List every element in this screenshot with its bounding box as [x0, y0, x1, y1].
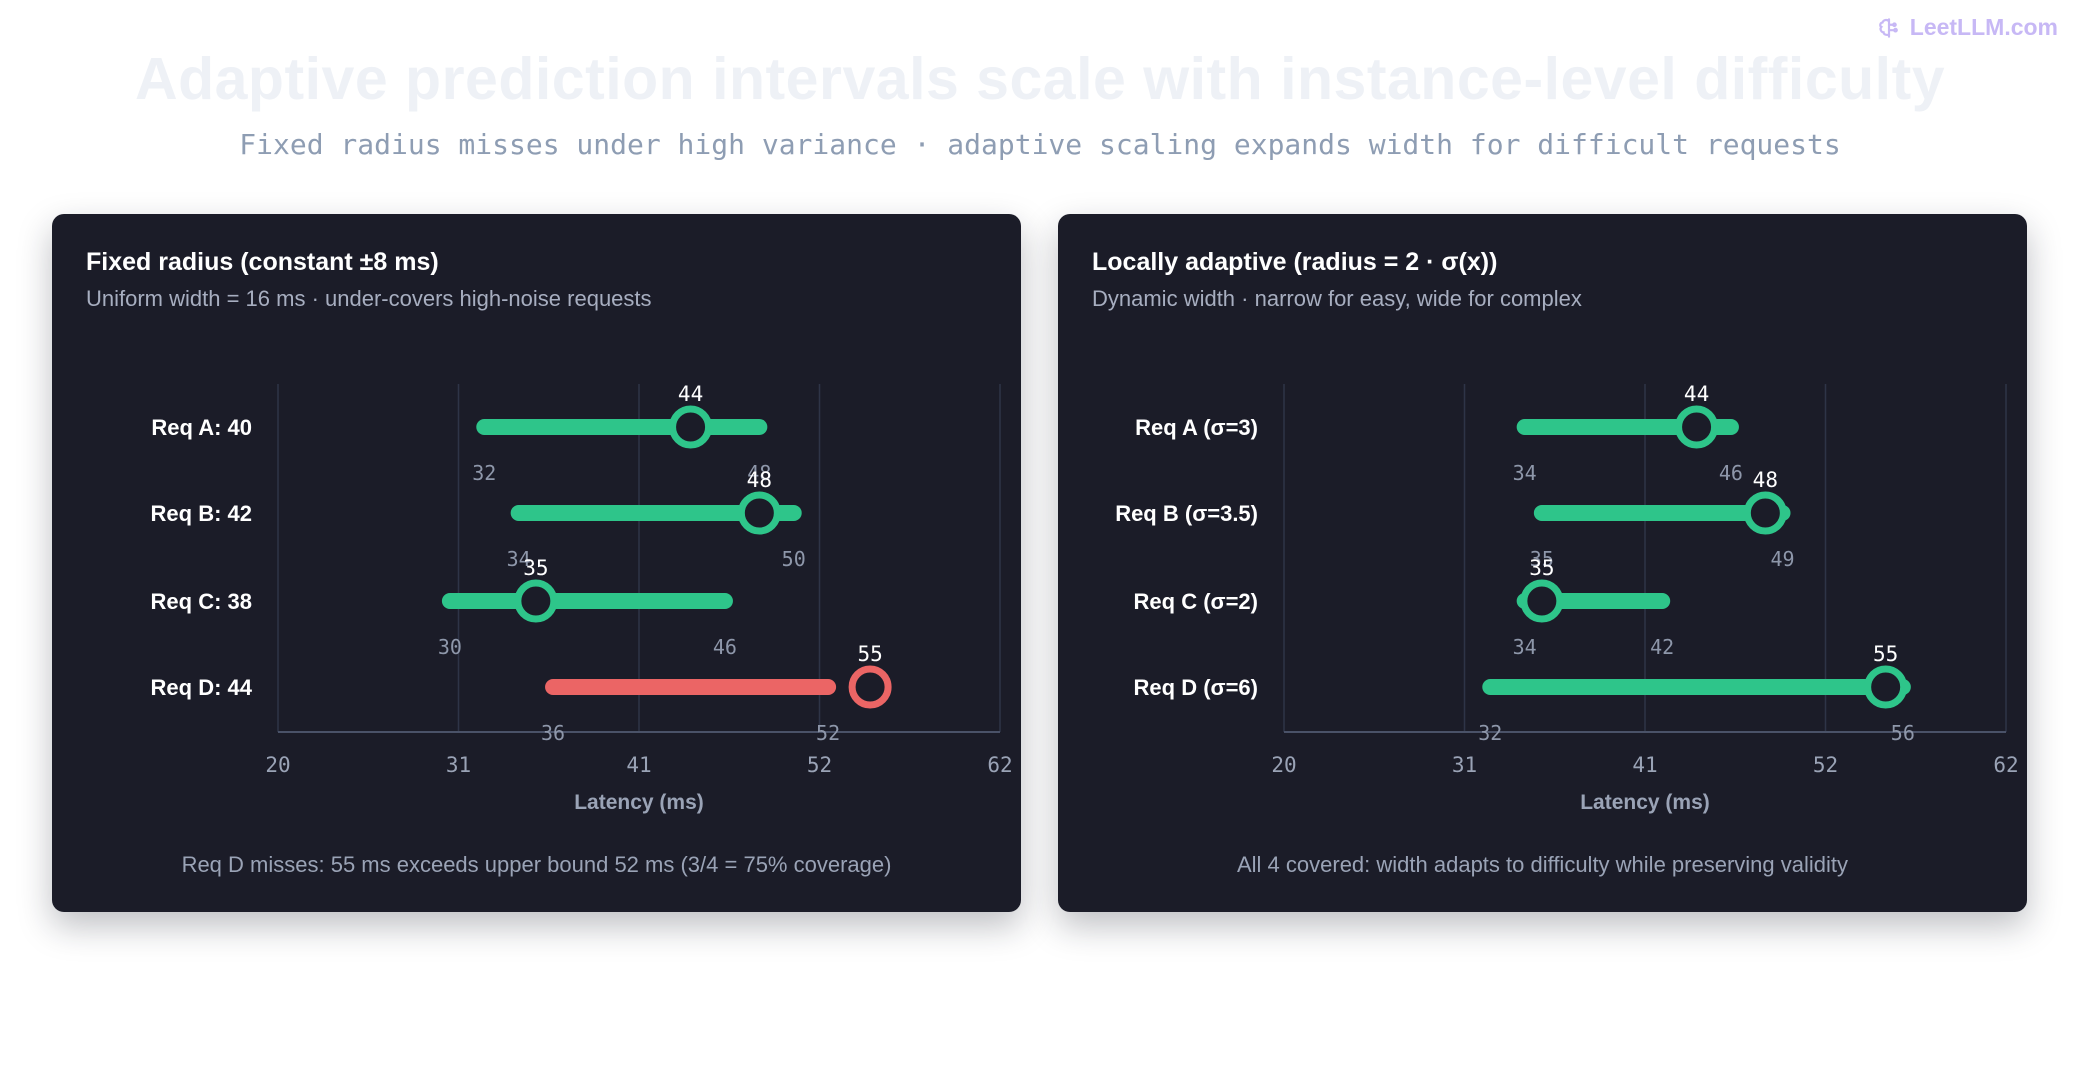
- x-tick-label: 31: [446, 753, 471, 777]
- actual-value-point: [1743, 491, 1787, 535]
- panel-footer: Req D misses: 55 ms exceeds upper bound …: [181, 852, 892, 877]
- interval-chart: 20 31 41 52 62 Latency (ms) Req A: 40 32 48 44 Req…: [151, 382, 1013, 814]
- actual-value-point: [1864, 665, 1908, 709]
- brain-icon: [1878, 17, 1898, 38]
- upper-bound-label: 48: [747, 461, 771, 485]
- actual-value-label: 55: [857, 642, 882, 666]
- lower-bound-label: 36: [541, 721, 565, 745]
- x-axis-label: Latency (ms): [1580, 791, 1710, 814]
- actual-value-point: [669, 405, 713, 449]
- lower-bound-label: 30: [438, 635, 462, 659]
- x-tick-label: 31: [1452, 753, 1477, 777]
- lower-bound-label: 32: [1478, 721, 1502, 745]
- upper-bound-label: 49: [1770, 547, 1794, 571]
- x-tick-label: 62: [1993, 753, 2018, 777]
- upper-bound-label: 50: [782, 547, 806, 571]
- x-tick-label: 62: [987, 753, 1012, 777]
- actual-value-label: 48: [747, 468, 772, 492]
- actual-value-label: 55: [1873, 642, 1898, 666]
- x-tick-label: 20: [265, 753, 290, 777]
- actual-value-point: [848, 665, 892, 709]
- lower-bound-label: 34: [507, 547, 531, 571]
- row-label: Req D: 44: [151, 675, 253, 700]
- x-tick-label: 20: [1271, 753, 1296, 777]
- upper-bound-label: 42: [1650, 635, 1674, 659]
- x-tick-label: 41: [626, 753, 651, 777]
- adaptive-radius-panel: Locally adaptive (radius = 2 · σ(x)) Dyn…: [1058, 214, 2027, 912]
- row-label: Req C: 38: [151, 589, 252, 614]
- panel-subtitle: Dynamic width · narrow for easy, wide fo…: [1092, 286, 1582, 311]
- actual-value-point: [737, 491, 781, 535]
- actual-value-point: [514, 579, 558, 623]
- brand-logo: LeetLLM.com: [1876, 14, 2058, 41]
- lower-bound-label: 34: [1513, 461, 1537, 485]
- brand-text: LeetLLM.com: [1909, 14, 2058, 40]
- x-tick-label: 52: [807, 753, 832, 777]
- x-tick-label: 41: [1632, 753, 1657, 777]
- page-title: Adaptive prediction intervals scale with…: [134, 46, 1946, 112]
- actual-value-label: 35: [1529, 556, 1554, 580]
- panel-footer: All 4 covered: width adapts to difficult…: [1236, 852, 1848, 877]
- panel-title: Locally adaptive (radius = 2 · σ(x)): [1092, 248, 1498, 276]
- lower-bound-label: 32: [472, 461, 496, 485]
- upper-bound-label: 46: [1719, 461, 1743, 485]
- actual-value-point: [1520, 579, 1564, 623]
- panel-title: Fixed radius (constant ±8 ms): [86, 248, 439, 276]
- row-label: Req B: 42: [151, 501, 252, 526]
- row-label: Req B (σ=3.5): [1115, 501, 1258, 526]
- upper-bound-label: 46: [713, 635, 737, 659]
- row-label: Req A (σ=3): [1135, 415, 1258, 440]
- actual-value-label: 48: [1753, 468, 1778, 492]
- fixed-radius-panel: Fixed radius (constant ±8 ms) Uniform wi…: [52, 214, 1021, 912]
- panel-subtitle: Uniform width = 16 ms · under-covers hig…: [86, 286, 652, 311]
- actual-value-point: [1675, 405, 1719, 449]
- actual-value-label: 35: [523, 556, 548, 580]
- actual-value-label: 44: [678, 382, 703, 406]
- page-subtitle: Fixed radius misses under high variance …: [239, 128, 1841, 161]
- row-label: Req D (σ=6): [1134, 675, 1258, 700]
- interval-chart: 20 31 41 52 62 Latency (ms) Req A (σ=3) 34 46 44 R…: [1115, 382, 2018, 814]
- row-label: Req A: 40: [151, 415, 252, 440]
- x-axis-label: Latency (ms): [574, 791, 704, 814]
- row-label: Req C (σ=2): [1134, 589, 1258, 614]
- lower-bound-label: 35: [1530, 547, 1554, 571]
- x-tick-label: 52: [1813, 753, 1838, 777]
- lower-bound-label: 34: [1513, 635, 1537, 659]
- actual-value-label: 44: [1684, 382, 1709, 406]
- upper-bound-label: 56: [1891, 721, 1915, 745]
- upper-bound-label: 52: [816, 721, 840, 745]
